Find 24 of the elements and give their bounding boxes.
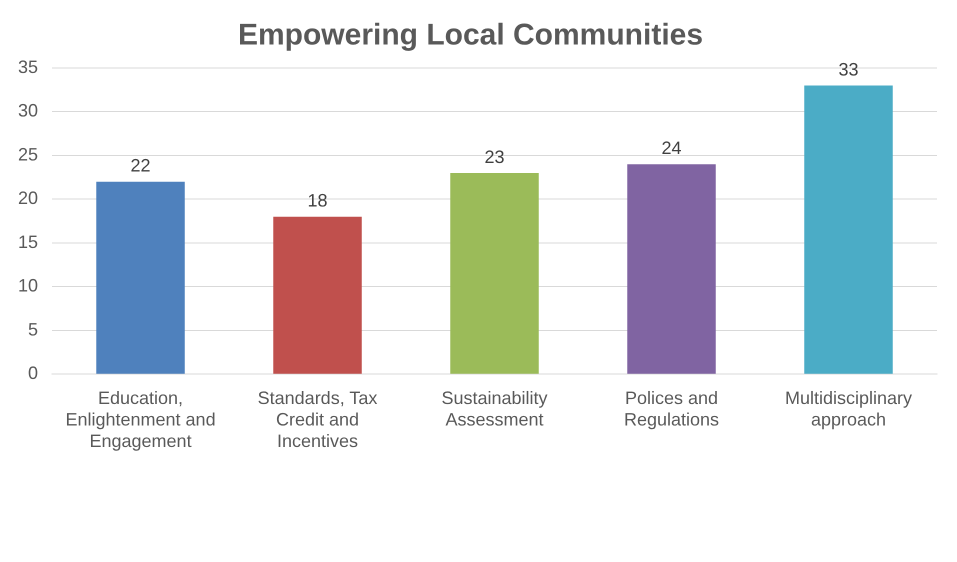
data-label: 24 [661, 138, 682, 158]
y-tick-label: 35 [18, 56, 38, 77]
x-tick-label: Multidisciplinary approach [784, 388, 912, 430]
y-tick-label: 25 [18, 144, 38, 164]
bar [450, 172, 539, 374]
x-tick-label: Polices and Regulations [624, 388, 720, 430]
x-tick-label: Education, Enlightenment and Engagement [65, 388, 216, 452]
y-tick-label: 20 [18, 188, 38, 208]
data-label: 22 [130, 156, 151, 176]
data-label: 23 [484, 146, 505, 167]
bar [804, 85, 893, 374]
y-tick-label: 15 [18, 232, 38, 252]
x-tick-label: Sustainability Assessment [441, 388, 548, 430]
bar [273, 216, 362, 374]
data-label: 18 [308, 190, 328, 211]
bar [627, 164, 716, 374]
y-tick-label: 5 [28, 319, 38, 340]
data-label: 33 [838, 59, 859, 80]
y-tick-label: 30 [18, 100, 38, 121]
bar [96, 182, 185, 374]
x-tick-label: Standards, Tax Credit and Incentives [258, 388, 378, 452]
y-tick-label: 10 [18, 276, 38, 296]
y-tick-label: 0 [28, 363, 38, 384]
chart-title: Empowering Local Communities [238, 18, 704, 52]
